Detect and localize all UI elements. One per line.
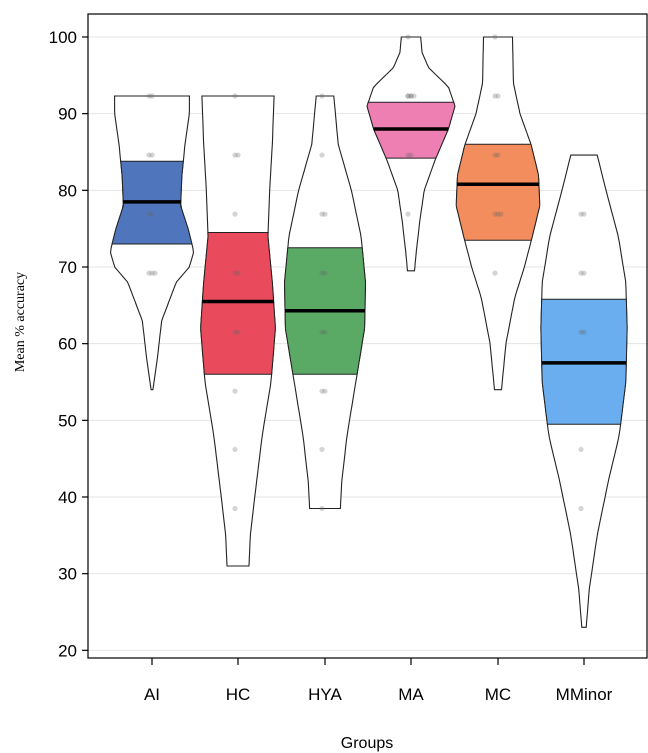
violins (109, 34, 628, 628)
y-axis-title: Mean % accuracy (13, 272, 28, 372)
data-point (235, 329, 241, 335)
data-point (408, 152, 414, 158)
x-tick-label: MA (398, 685, 424, 704)
x-axis-title: Groups (341, 735, 393, 752)
data-point (319, 152, 325, 158)
data-point (322, 211, 328, 217)
violin-ai (109, 93, 195, 391)
x-tick-label: HYA (308, 685, 342, 704)
y-tick-label: 30 (58, 565, 77, 584)
data-point (146, 270, 152, 276)
data-point (581, 270, 587, 276)
y-tick-label: 40 (58, 488, 77, 507)
data-point (232, 329, 238, 335)
data-point (492, 211, 498, 217)
y-tick-label: 50 (58, 411, 77, 430)
data-point (319, 446, 325, 453)
data-point (498, 211, 504, 217)
x-tick-label: AI (144, 685, 160, 704)
data-point (581, 211, 587, 217)
data-point (578, 505, 584, 512)
data-point (408, 93, 414, 99)
data-point (146, 211, 152, 217)
data-point (581, 329, 587, 335)
data-point (232, 93, 238, 99)
data-point (322, 270, 328, 276)
y-tick-label: 20 (58, 641, 77, 660)
data-point (319, 93, 325, 99)
x-tick-label: MC (485, 685, 511, 704)
data-point (319, 329, 325, 335)
data-point (319, 505, 325, 512)
data-point (492, 152, 498, 158)
data-point (149, 211, 155, 217)
data-point (578, 446, 584, 453)
y-tick-label: 100 (49, 28, 77, 47)
violin-ci-band (200, 232, 276, 375)
violin-ci-band (455, 143, 541, 241)
plot-border (87, 13, 648, 659)
y-tick-label: 80 (58, 181, 77, 200)
data-point (235, 270, 241, 276)
data-point (149, 93, 155, 99)
plot-frame (87, 13, 648, 659)
x-tick-label: MMinor (556, 685, 613, 704)
x-tick-label: HC (226, 685, 251, 704)
x-axis-ticks: AI HC HYA MA MC MMinor (144, 658, 613, 704)
data-point (322, 329, 328, 335)
data-point (319, 270, 325, 276)
data-point (232, 211, 238, 217)
data-point (495, 93, 501, 99)
data-point (578, 211, 584, 217)
data-point (232, 152, 238, 158)
data-point (232, 505, 238, 512)
data-point (492, 93, 498, 99)
data-point (495, 152, 501, 158)
data-point (149, 270, 155, 276)
violin-ma (366, 34, 456, 272)
data-point (578, 329, 584, 335)
y-tick-label: 90 (58, 105, 77, 124)
data-point (405, 152, 411, 158)
data-point (232, 270, 238, 276)
data-point (146, 152, 152, 158)
data-point (492, 34, 498, 40)
data-point (149, 152, 155, 158)
y-tick-label: 60 (58, 335, 77, 354)
y-tick-label: 70 (58, 258, 77, 277)
data-point (319, 211, 325, 217)
data-point (405, 93, 411, 99)
violin-hya (283, 93, 367, 512)
data-point (492, 270, 498, 276)
data-point (322, 388, 328, 394)
data-point (232, 446, 238, 453)
data-point (319, 388, 325, 394)
data-point (578, 270, 584, 276)
violin-mminor (540, 154, 628, 628)
data-point (232, 388, 238, 394)
y-axis-ticks: 20 30 40 50 60 70 80 90 100 (49, 28, 88, 660)
data-point (235, 152, 241, 158)
data-point (146, 93, 152, 99)
violin-hc (200, 93, 276, 567)
data-point (405, 34, 411, 40)
data-point (405, 211, 411, 217)
data-point (152, 270, 158, 276)
violin-mc (455, 34, 541, 391)
data-point (411, 93, 417, 99)
data-point (405, 93, 411, 99)
data-point (408, 93, 414, 99)
data-point (495, 211, 501, 217)
